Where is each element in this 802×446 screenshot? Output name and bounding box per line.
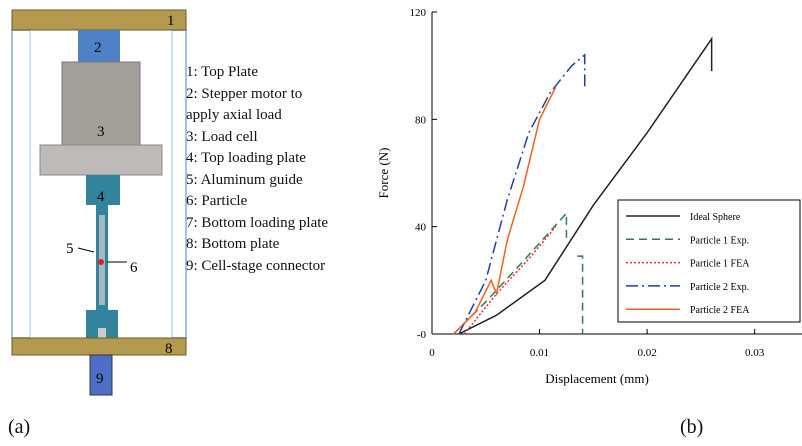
series-line — [452, 211, 584, 335]
part-description: 6: Particle — [186, 193, 248, 209]
part-description: 3: Load cell — [186, 128, 258, 145]
arrow — [77, 247, 95, 253]
part-description: 4: Top loading plate — [186, 150, 306, 166]
part-number: 2 — [94, 40, 102, 56]
series-line — [452, 86, 557, 335]
part-description: 5: Aluminum guide — [186, 171, 303, 188]
part-number: 5 — [66, 241, 74, 257]
stepper-motor — [78, 30, 120, 62]
part-number: 4 — [97, 189, 105, 205]
part-description: 9: Cell-stage connector — [186, 257, 326, 274]
y-tick-label: -0 — [417, 329, 427, 341]
x-tick-label: 0 — [429, 347, 435, 359]
y-axis-label: Force (N) — [376, 148, 391, 199]
load-cell — [61, 61, 141, 146]
connector — [89, 354, 113, 396]
part-number: 6 — [130, 260, 138, 276]
x-tick-label: 0.02 — [637, 347, 656, 359]
x-axis-label: Displacement (mm) — [545, 371, 649, 386]
top-plate — [11, 9, 187, 31]
legend-label: Particle 1 FEA — [690, 259, 750, 270]
legend-box — [617, 199, 801, 323]
y-tick-label: 80 — [415, 114, 427, 126]
load-cell-base — [39, 144, 163, 176]
part-description: 7: Bottom loading plate — [186, 214, 329, 231]
part-number: 9 — [96, 371, 104, 387]
parts-list: 1: Top Plate 2: Stepper motor to apply ax… — [186, 62, 366, 277]
series-line — [458, 36, 713, 335]
bottom-plate — [11, 337, 187, 356]
part-number: 3 — [97, 124, 105, 140]
part-description: 2: Stepper motor to apply axial load — [186, 85, 303, 124]
series-line — [463, 226, 557, 335]
part-number: 8 — [165, 341, 173, 357]
legend-label: Particle 2 FEA — [690, 305, 750, 316]
particle — [98, 259, 104, 265]
x-tick-label: 0.03 — [745, 347, 765, 359]
panel-label: (a) — [8, 416, 31, 438]
chart: -0 40 80 120 0 0.01 0.02 0.03 Displacement (mm) F… — [376, 7, 802, 386]
legend-label: Particle 2 Exp. — [690, 282, 749, 293]
y-tick-label: 120 — [410, 7, 427, 19]
x-tick-label: 0.01 — [530, 347, 549, 359]
y-tick-label: 40 — [415, 222, 427, 234]
apparatus-diagram: 1 2 3 4 5 6 8 9 — [11, 9, 187, 396]
part-description: 8: Bottom plate — [186, 236, 280, 252]
part-description: 1: Top Plate — [186, 64, 259, 80]
pin — [98, 328, 106, 338]
series-line — [458, 53, 586, 335]
part-number: 1 — [167, 13, 175, 29]
legend-label: Particle 1 Exp. — [690, 235, 749, 246]
top-loading-plate — [86, 175, 120, 205]
legend-label: Ideal Sphere — [690, 212, 741, 223]
panel-label: (b) — [680, 416, 704, 438]
